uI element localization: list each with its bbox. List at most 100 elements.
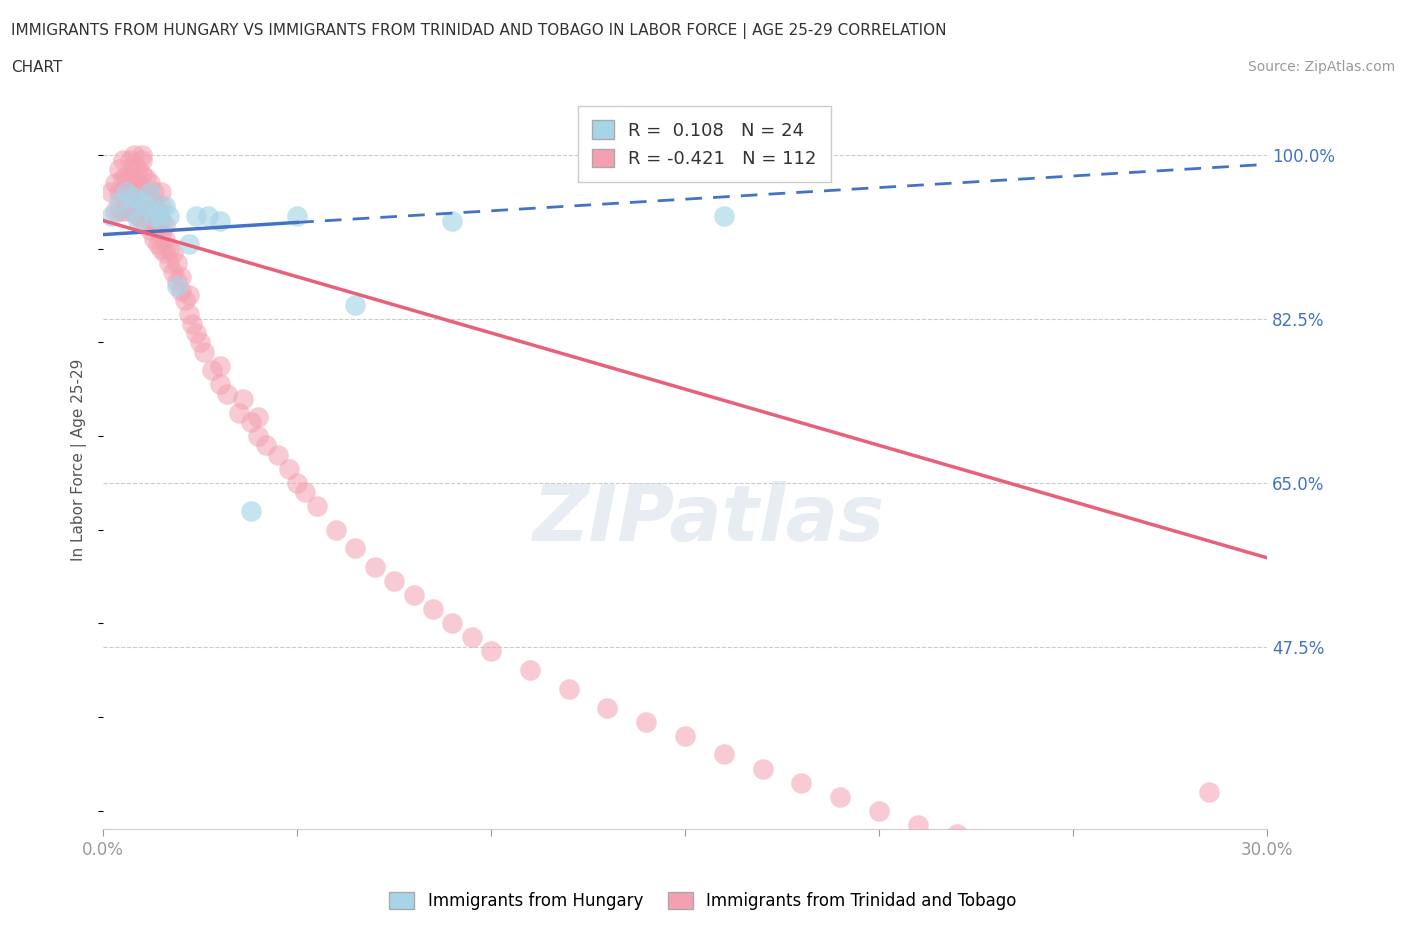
Point: [111, 171, 134, 186]
Point: [131, 194, 153, 209]
Point: [120, 204, 142, 219]
Point: [188, 335, 211, 350]
Point: [115, 185, 138, 200]
Text: Source: ZipAtlas.com: Source: ZipAtlas.com: [1247, 60, 1395, 74]
Point: [344, 541, 367, 556]
Point: [139, 204, 162, 219]
Point: [115, 171, 138, 186]
Point: [984, 833, 1007, 848]
Point: [139, 176, 162, 191]
Point: [120, 171, 142, 186]
Point: [201, 363, 224, 378]
Point: [713, 208, 735, 223]
Point: [239, 415, 262, 430]
Point: [1198, 785, 1220, 800]
Point: [107, 162, 129, 177]
Point: [115, 185, 138, 200]
Point: [131, 153, 153, 167]
Point: [907, 817, 929, 832]
Point: [402, 588, 425, 603]
Point: [519, 663, 541, 678]
Point: [162, 246, 184, 260]
Point: [479, 644, 502, 658]
Point: [177, 288, 200, 303]
Point: [208, 213, 231, 228]
Point: [146, 204, 169, 219]
Point: [107, 185, 129, 200]
Point: [636, 714, 658, 729]
Point: [285, 208, 308, 223]
Point: [254, 438, 277, 453]
Point: [142, 199, 165, 214]
Point: [122, 157, 145, 172]
Point: [278, 461, 301, 476]
Point: [135, 171, 157, 186]
Point: [177, 236, 200, 251]
Point: [139, 190, 162, 205]
Point: [157, 208, 180, 223]
Point: [193, 344, 215, 359]
Point: [115, 199, 138, 214]
Point: [150, 185, 173, 200]
Point: [150, 213, 173, 228]
Point: [228, 405, 250, 420]
Point: [111, 153, 134, 167]
Point: [131, 148, 153, 163]
Point: [100, 185, 122, 200]
Point: [294, 485, 316, 499]
Point: [441, 616, 464, 631]
Point: [120, 185, 142, 200]
Point: [104, 204, 127, 219]
Point: [142, 208, 165, 223]
Point: [135, 199, 157, 214]
Point: [460, 630, 484, 644]
Point: [135, 204, 157, 219]
Point: [139, 185, 162, 200]
Point: [162, 265, 184, 280]
Point: [1062, 848, 1084, 863]
Point: [131, 180, 153, 195]
Point: [157, 241, 180, 256]
Point: [127, 190, 149, 205]
Point: [232, 392, 254, 406]
Point: [170, 284, 193, 299]
Point: [150, 227, 173, 242]
Point: [217, 386, 239, 401]
Point: [120, 204, 142, 219]
Point: [173, 293, 195, 308]
Point: [868, 804, 890, 818]
Point: [186, 326, 208, 340]
Point: [1139, 859, 1161, 874]
Point: [146, 218, 169, 232]
Point: [208, 358, 231, 373]
Point: [155, 218, 177, 232]
Point: [596, 700, 619, 715]
Point: [146, 204, 169, 219]
Point: [325, 523, 347, 538]
Legend: R =  0.108   N = 24, R = -0.421   N = 112: R = 0.108 N = 24, R = -0.421 N = 112: [578, 106, 831, 182]
Point: [247, 429, 270, 444]
Point: [131, 213, 153, 228]
Point: [751, 761, 773, 776]
Point: [239, 503, 262, 518]
Point: [208, 377, 231, 392]
Point: [247, 410, 270, 425]
Point: [197, 208, 219, 223]
Point: [181, 316, 204, 331]
Point: [344, 298, 367, 312]
Point: [135, 218, 157, 232]
Point: [170, 270, 193, 285]
Text: ZIPatlas: ZIPatlas: [533, 481, 884, 556]
Point: [150, 241, 173, 256]
Point: [150, 213, 173, 228]
Point: [122, 171, 145, 186]
Point: [122, 148, 145, 163]
Point: [945, 827, 967, 842]
Point: [177, 307, 200, 322]
Point: [305, 498, 328, 513]
Point: [100, 208, 122, 223]
Point: [1024, 841, 1046, 856]
Point: [107, 194, 129, 209]
Point: [104, 176, 127, 191]
Legend: Immigrants from Hungary, Immigrants from Trinidad and Tobago: Immigrants from Hungary, Immigrants from…: [382, 885, 1024, 917]
